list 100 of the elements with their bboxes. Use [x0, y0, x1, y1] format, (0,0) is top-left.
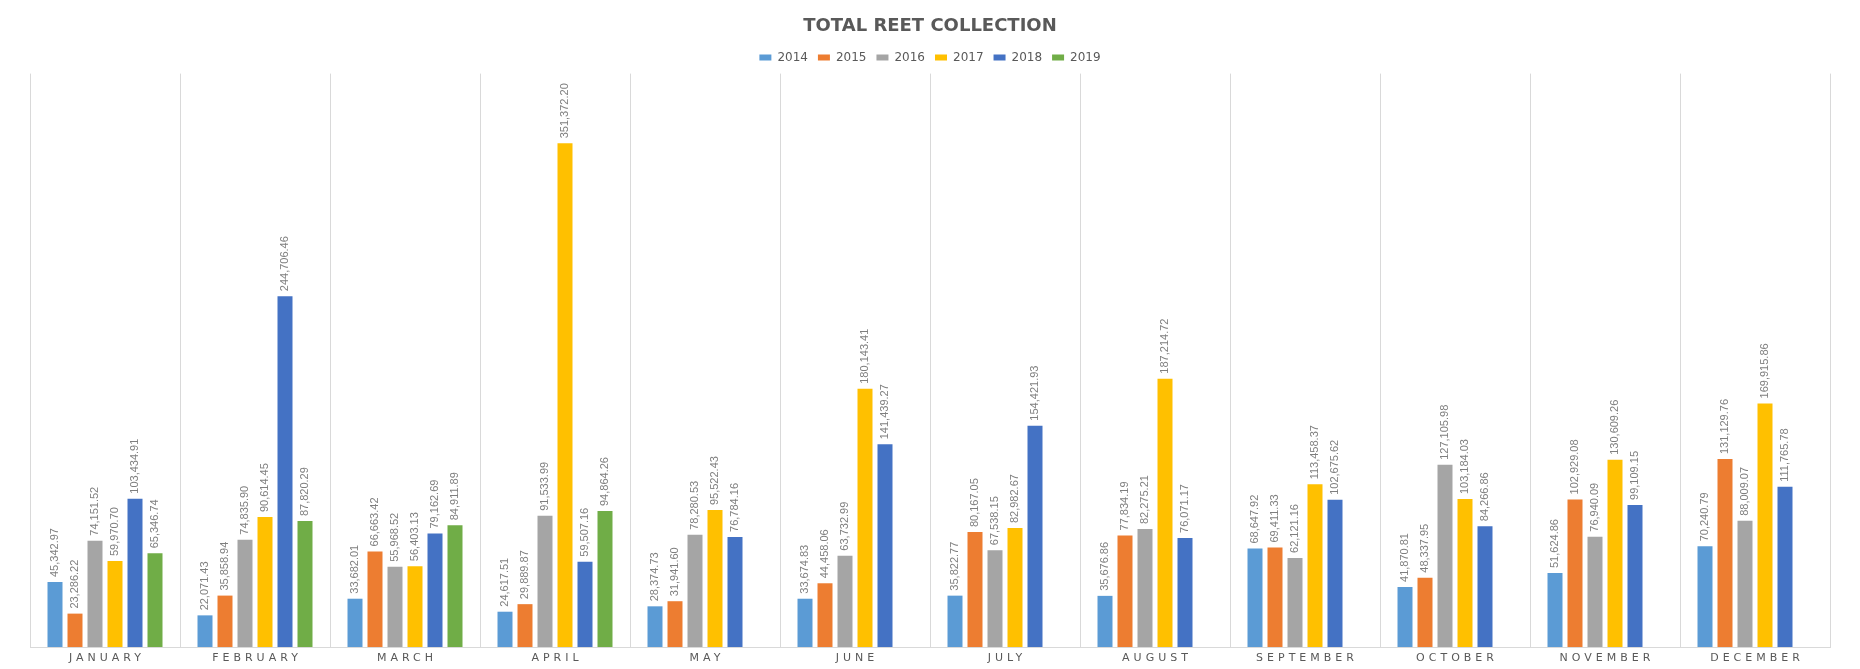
data-label: 103,184.03	[1458, 439, 1471, 495]
legend-label: 2018	[1011, 49, 1043, 64]
data-label: 76,071.17	[1178, 484, 1191, 533]
data-label: 154,421.93	[1028, 365, 1041, 421]
bar	[1177, 537, 1193, 647]
data-label: 99,109.15	[1628, 450, 1641, 500]
bar	[1397, 586, 1413, 647]
bar	[1607, 459, 1623, 647]
data-label: 87,820.29	[298, 467, 311, 517]
data-label: 63,732.99	[838, 501, 851, 551]
bar	[1777, 486, 1793, 647]
bar	[447, 525, 463, 647]
bar	[947, 595, 963, 647]
bar	[127, 498, 143, 647]
bar	[707, 510, 723, 647]
bar	[1097, 595, 1113, 647]
bar	[147, 553, 163, 647]
x-tick-label: DECEMBER	[1710, 651, 1804, 665]
bar	[1757, 403, 1773, 647]
legend-label: 2017	[953, 49, 984, 64]
data-label: 180,143.41	[858, 328, 871, 384]
data-label: 95,522.43	[708, 456, 721, 506]
x-tick-label: JUNE	[834, 651, 879, 665]
data-label: 69,411.33	[1268, 494, 1281, 543]
bar	[347, 598, 363, 647]
bar	[1327, 499, 1343, 647]
bar	[687, 534, 703, 647]
data-label: 70,240.79	[1698, 492, 1711, 542]
data-label: 56,403.13	[408, 512, 421, 562]
data-label: 169,915.86	[1758, 343, 1771, 399]
bar	[517, 604, 533, 647]
x-tick-label: NOVEMBER	[1559, 651, 1655, 665]
bar	[727, 536, 743, 647]
data-label: 74,835.90	[238, 485, 251, 535]
legend-label: 2019	[1070, 49, 1101, 64]
bar	[1117, 535, 1133, 647]
data-label: 23,286.22	[68, 559, 81, 609]
bar	[277, 296, 293, 647]
data-label: 80,167.05	[968, 478, 981, 528]
bar	[1137, 529, 1153, 647]
data-label: 111,765.78	[1778, 428, 1791, 482]
bar	[237, 539, 253, 647]
data-label: 130,609.26	[1608, 399, 1621, 455]
legend-label: 2016	[894, 49, 926, 64]
data-label: 102,675.62	[1328, 439, 1341, 495]
data-label: 94,864.26	[598, 457, 611, 507]
data-label: 79,162.69	[428, 479, 441, 529]
bar	[1437, 464, 1453, 647]
bar	[1267, 547, 1283, 647]
x-tick-label: MARCH	[376, 651, 438, 665]
data-label: 68,647.92	[1248, 494, 1261, 544]
x-tick-label: MAY	[689, 651, 725, 665]
bar	[857, 388, 873, 647]
bar	[1567, 499, 1583, 647]
data-label: 84,911.89	[448, 472, 461, 521]
bar	[87, 540, 103, 647]
bar	[597, 511, 613, 647]
data-label: 28,374.73	[648, 552, 661, 602]
x-tick-label: SEPTEMBER	[1256, 651, 1358, 665]
data-label: 22,071.43	[198, 561, 211, 611]
x-tick-label: OCTOBER	[1416, 651, 1498, 665]
bar	[1587, 536, 1603, 647]
x-tick-label: AUGUST	[1122, 651, 1192, 665]
bar	[107, 561, 123, 647]
data-label: 35,858.94	[218, 541, 231, 591]
data-label: 244,706.46	[278, 236, 291, 292]
data-label: 91,533.99	[538, 461, 551, 511]
data-label: 59,507.16	[578, 507, 591, 557]
data-label: 351,372.20	[558, 83, 571, 139]
data-label: 35,822.77	[948, 541, 961, 591]
bar	[67, 613, 83, 647]
data-label: 24,617.51	[498, 557, 511, 607]
data-label: 102,929.08	[1568, 439, 1581, 495]
data-label: 127,105.98	[1438, 404, 1451, 460]
data-label: 67,538.15	[988, 496, 1001, 546]
bar	[1287, 557, 1303, 647]
data-label: 62,121.16	[1288, 504, 1301, 553]
bar	[1027, 425, 1043, 647]
data-label: 59,970.70	[108, 507, 121, 557]
bar	[797, 598, 813, 647]
bar	[497, 611, 513, 647]
bar	[1627, 504, 1643, 647]
data-label: 35,676.86	[1098, 541, 1111, 591]
bar	[1547, 573, 1563, 647]
data-label: 48,337.95	[1418, 523, 1431, 573]
data-label: 113,458.37	[1308, 425, 1321, 480]
data-label: 55,968.52	[388, 512, 401, 562]
bar	[1717, 459, 1733, 647]
bar	[1007, 528, 1023, 647]
bar	[817, 583, 833, 647]
legend-label: 2015	[835, 49, 867, 64]
bar	[1737, 520, 1753, 647]
x-tick-label: APRIL	[531, 651, 583, 665]
bar	[387, 566, 403, 647]
bar	[877, 444, 893, 647]
data-label: 33,674.83	[798, 544, 811, 594]
data-label: 65,346.74	[148, 499, 161, 549]
bar	[1417, 577, 1433, 647]
bar	[557, 143, 573, 647]
bar	[1157, 378, 1173, 647]
